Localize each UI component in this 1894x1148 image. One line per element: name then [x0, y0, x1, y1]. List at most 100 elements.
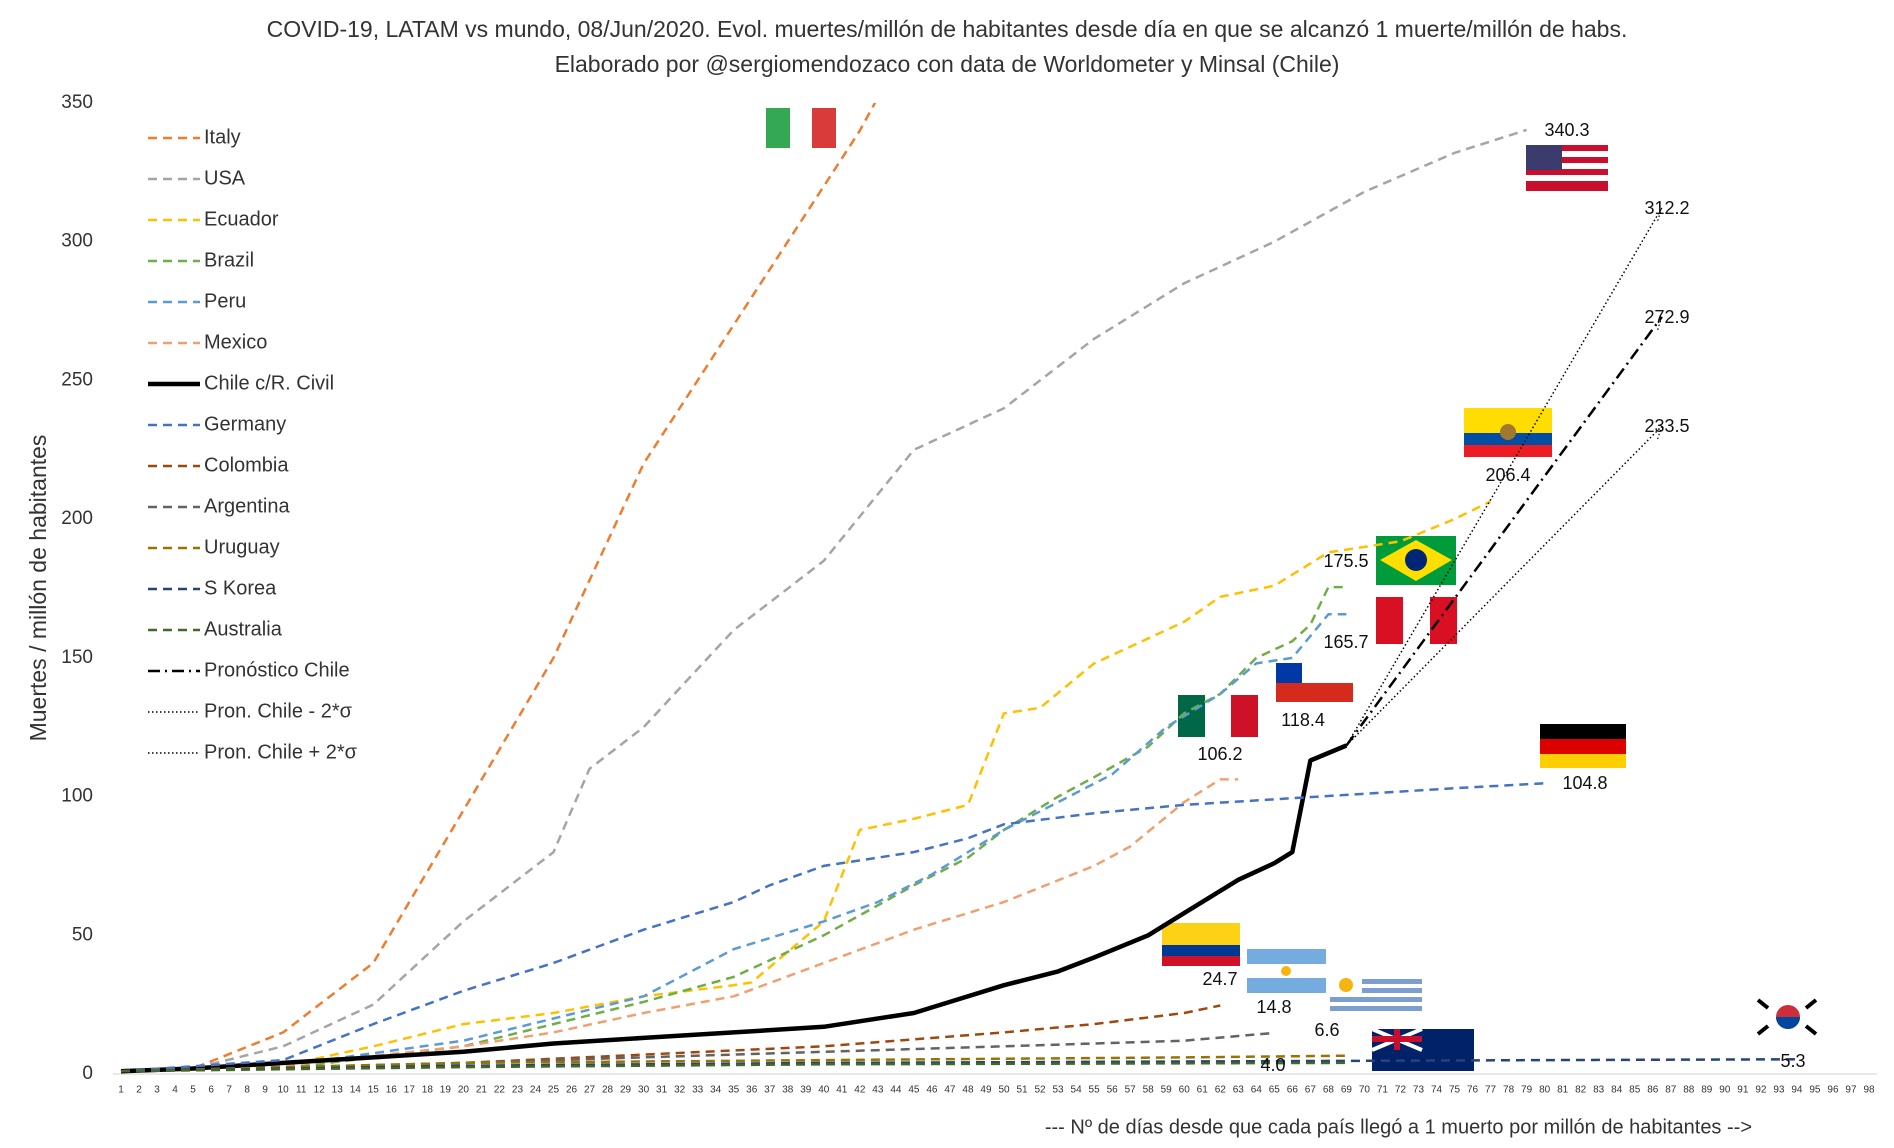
- x-tick-label: 42: [854, 1085, 866, 1096]
- series-line: [1345, 425, 1663, 747]
- x-tick-label: 67: [1305, 1085, 1317, 1096]
- x-tick-label: 10: [278, 1085, 290, 1096]
- x-tick-label: 18: [422, 1085, 434, 1096]
- x-tick-label: 23: [512, 1085, 524, 1096]
- series-line: [120, 778, 1239, 1073]
- x-tick-label: 74: [1431, 1085, 1443, 1096]
- x-tick-label: 66: [1287, 1085, 1299, 1096]
- x-tick-label: 56: [1107, 1085, 1119, 1096]
- x-tick-label: 49: [980, 1085, 992, 1096]
- y-tick-label: 350: [61, 92, 93, 113]
- x-tick-label: 69: [1341, 1085, 1353, 1096]
- x-tick-label: 92: [1755, 1085, 1767, 1096]
- x-tick-label: 3: [154, 1085, 160, 1096]
- x-tick-label: 26: [566, 1085, 578, 1096]
- legend-label: USA: [204, 167, 246, 189]
- legend-label: Chile c/R. Civil: [204, 372, 334, 394]
- y-tick-label: 50: [72, 924, 93, 945]
- series-line: [120, 1061, 1347, 1073]
- x-tick-label: 78: [1503, 1085, 1515, 1096]
- series-line: [120, 103, 877, 1073]
- x-tick-label: 73: [1413, 1085, 1425, 1096]
- x-tick-label: 79: [1521, 1085, 1533, 1096]
- data-label: 6.6: [1314, 1020, 1339, 1040]
- x-tick-label: 9: [262, 1085, 268, 1096]
- x-tick-label: 82: [1575, 1085, 1587, 1096]
- legend-label: Italy: [204, 126, 241, 148]
- x-tick-label: 60: [1179, 1085, 1191, 1096]
- legend-label: Pronóstico Chile: [204, 659, 350, 681]
- x-tick-label: 4: [172, 1085, 178, 1096]
- x-tick-label: 62: [1215, 1085, 1227, 1096]
- series-line: [120, 613, 1347, 1073]
- x-tick-label: 32: [674, 1085, 686, 1096]
- x-tick-label: 70: [1359, 1085, 1371, 1096]
- x-tick-label: 52: [1034, 1085, 1046, 1096]
- x-tick-label: 12: [314, 1085, 326, 1096]
- x-tick-label: 35: [728, 1085, 740, 1096]
- x-tick-label: 1: [118, 1085, 124, 1096]
- data-label: 272.9: [1644, 307, 1689, 327]
- x-tick-label: 17: [404, 1085, 416, 1096]
- x-tick-label: 24: [530, 1085, 542, 1096]
- leader-line: [1656, 426, 1663, 442]
- x-tick-label: 34: [710, 1085, 722, 1096]
- data-label: 340.3: [1544, 120, 1589, 140]
- x-tick-label: 51: [1016, 1085, 1028, 1096]
- series-line: [120, 1054, 1347, 1073]
- x-tick-label: 38: [782, 1085, 794, 1096]
- x-tick-label: 19: [440, 1085, 452, 1096]
- y-tick-label: 250: [61, 369, 93, 390]
- data-label: 104.8: [1562, 773, 1607, 793]
- data-label: 206.4: [1485, 465, 1530, 485]
- x-tick-label: 45: [908, 1085, 920, 1096]
- y-axis-title: Muertes / millón de habitantes: [25, 435, 51, 742]
- chart-subtitle: Elaborado por @sergiomendozaco con data …: [555, 51, 1340, 77]
- x-tick-label: 76: [1467, 1085, 1479, 1096]
- y-tick-label: 300: [61, 231, 93, 252]
- x-tick-label: 29: [620, 1085, 632, 1096]
- data-label: 175.5: [1323, 551, 1368, 571]
- x-tick-label: 89: [1701, 1085, 1713, 1096]
- y-tick-label: 200: [61, 508, 93, 529]
- x-tick-label: 97: [1845, 1085, 1857, 1096]
- series-line: [120, 1058, 1797, 1073]
- leader-line: [1656, 207, 1663, 224]
- plot-area: [120, 103, 1797, 1074]
- y-tick-label: 150: [61, 647, 93, 668]
- x-tick-label: 90: [1719, 1085, 1731, 1096]
- legend-label: Australia: [204, 618, 283, 640]
- x-tick-label: 81: [1557, 1085, 1569, 1096]
- x-tick-label: 33: [692, 1085, 704, 1096]
- legend-label: Pron. Chile - 2*σ: [204, 700, 353, 722]
- x-axis-title: --- Nº de días desde que cada país llegó…: [1045, 1116, 1752, 1138]
- x-tick-label: 25: [548, 1085, 560, 1096]
- series-line: [120, 585, 1347, 1073]
- x-tick-label: 53: [1053, 1085, 1065, 1096]
- x-tick-label: 87: [1665, 1085, 1677, 1096]
- x-tick-label: 37: [764, 1085, 776, 1096]
- x-tick-label: 80: [1539, 1085, 1551, 1096]
- x-tick-label: 50: [998, 1085, 1010, 1096]
- x-tick-label: 77: [1485, 1085, 1497, 1096]
- y-tick-label: 0: [82, 1063, 93, 1084]
- legend-label: Argentina: [204, 495, 290, 517]
- x-tick-label: 96: [1827, 1085, 1839, 1096]
- legend-label: Colombia: [204, 454, 289, 476]
- legend-label: Mexico: [204, 331, 267, 353]
- data-label: 4.0: [1260, 1055, 1285, 1075]
- x-tick-label: 15: [368, 1085, 380, 1096]
- chart-title: COVID-19, LATAM vs mundo, 08/Jun/2020. E…: [267, 16, 1628, 42]
- x-tick-label: 58: [1143, 1085, 1155, 1096]
- x-tick-label: 6: [208, 1085, 214, 1096]
- series-line: [120, 743, 1348, 1074]
- series-line: [120, 1004, 1221, 1073]
- x-tick-label: 11: [296, 1085, 307, 1096]
- x-tick-label: 68: [1323, 1085, 1335, 1096]
- x-tick-label: 85: [1629, 1085, 1641, 1096]
- x-tick-label: 41: [836, 1085, 848, 1096]
- x-tick-label: 64: [1251, 1085, 1263, 1096]
- x-tick-label: 36: [746, 1085, 758, 1096]
- x-tick-label: 84: [1611, 1085, 1623, 1096]
